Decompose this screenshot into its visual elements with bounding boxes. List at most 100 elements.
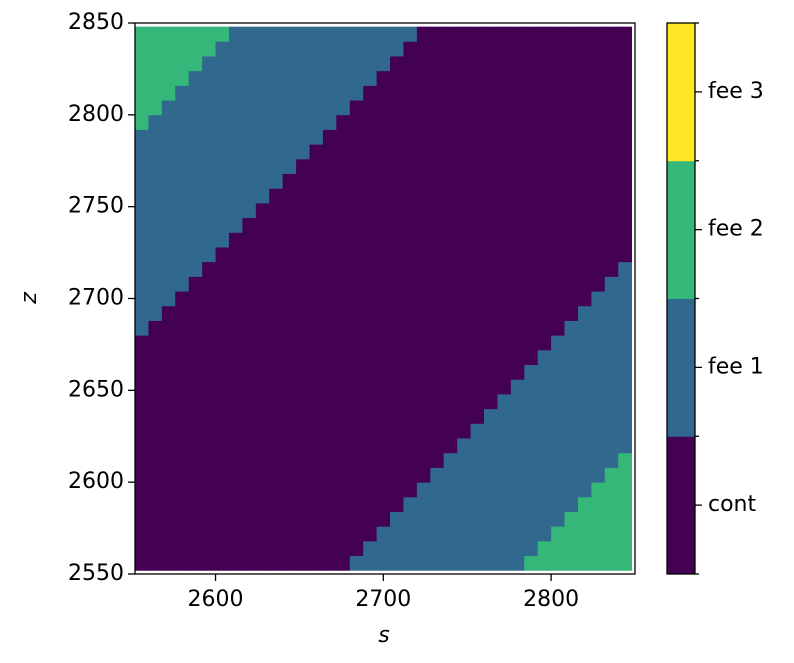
y-tick-label: 2800 [68,102,124,127]
heatmap-cell [322,349,337,366]
heatmap-cell [430,173,445,189]
heatmap-cell [457,232,471,248]
heatmap-cell [376,26,391,42]
heatmap-cell [215,144,230,160]
heatmap-cell [188,247,203,263]
heatmap-cell [457,379,471,395]
heatmap-cell [390,144,404,160]
heatmap-cell [577,85,592,101]
heatmap-cell [470,232,485,248]
heatmap-cell [577,173,592,189]
heatmap-cell [161,129,176,145]
heatmap-cell [269,467,284,483]
heatmap-cell [497,158,512,175]
heatmap-cell [309,217,324,233]
heatmap-cell [618,158,633,175]
heatmap-cell [228,349,243,366]
heatmap-cell [242,56,257,72]
heatmap-cell [497,394,512,410]
heatmap-cell [403,349,418,366]
heatmap-cell [228,379,243,395]
heatmap-cell [618,379,633,395]
heatmap-cell [551,232,565,248]
heatmap-cell [349,85,364,101]
heatmap-cell [376,56,391,72]
heatmap-cell [524,188,539,204]
heatmap-cell [390,467,404,483]
heatmap-cell [483,423,498,439]
heatmap-cell [618,100,633,116]
heatmap-cell [363,423,378,439]
heatmap-cell [296,232,310,248]
heatmap-cell [604,438,619,454]
heatmap-cell [135,511,149,527]
heatmap-cell [416,511,431,527]
heatmap-cell [282,540,297,557]
heatmap-cell [363,114,378,130]
heatmap-cell [175,188,190,204]
heatmap-cell [564,291,579,307]
heatmap-cell [135,291,149,307]
heatmap-cell [457,276,471,292]
heatmap-cell [215,100,230,116]
heatmap-cell [497,379,512,395]
heatmap-cell [577,70,592,86]
heatmap-cell [188,173,203,189]
heatmap-cell [322,467,337,483]
heatmap-cell [228,247,243,263]
heatmap-cell [510,540,525,557]
heatmap-cell [322,320,337,336]
heatmap-cell [403,379,418,395]
heatmap-cell [282,349,297,366]
heatmap-cell [551,173,565,189]
heatmap-cell [161,496,176,512]
heatmap-cell [443,423,458,439]
heatmap-cell [457,467,471,483]
heatmap-cell [188,291,203,307]
heatmap-cell [524,26,539,42]
heatmap-cell [564,41,579,57]
heatmap-cell [188,349,203,366]
heatmap-cell [457,70,471,86]
heatmap-cell [564,349,579,366]
heatmap-cell [376,114,391,130]
heatmap-cell [148,540,163,557]
heatmap-cell [524,232,539,248]
heatmap-cell [296,364,310,380]
heatmap-cell [457,335,471,351]
heatmap-cell [309,114,324,130]
heatmap-cell [161,26,176,42]
heatmap-cell [551,467,565,483]
heatmap-cell [390,291,404,307]
heatmap-cell [363,276,378,292]
heatmap-cell [322,482,337,498]
heatmap-cell [457,349,471,366]
heatmap-cell [363,467,378,483]
heatmap-cell [309,526,324,542]
heatmap-cell [148,158,163,175]
heatmap-cell [537,452,552,468]
heatmap-cell [376,467,391,483]
heatmap-cell [591,129,606,145]
heatmap-cell [537,217,552,233]
heatmap-cell [430,217,445,233]
colorbar-segment [667,298,695,437]
heatmap-cell [470,41,485,57]
heatmap-cell [215,438,230,454]
heatmap-cell [457,173,471,189]
heatmap-cell [604,364,619,380]
heatmap-cell [135,173,149,189]
heatmap-cell [376,202,391,219]
heatmap-cell [228,320,243,336]
heatmap-cell [188,394,203,410]
heatmap-cell [564,85,579,101]
heatmap-cell [188,423,203,439]
heatmap-cell [215,70,230,86]
heatmap-cell [175,26,190,42]
heatmap-cell [269,261,284,277]
heatmap-cell [524,379,539,395]
heatmap-cell [591,202,606,219]
heatmap-cell [577,291,592,307]
heatmap-cell [336,408,351,424]
heatmap-cell [510,114,525,130]
